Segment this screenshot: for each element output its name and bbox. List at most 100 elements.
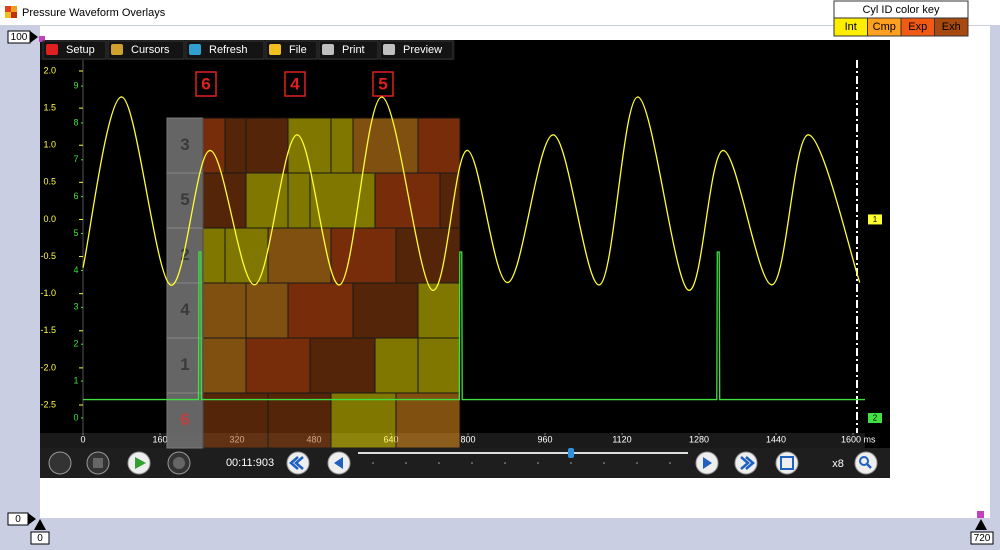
- color-key-label: Int: [845, 21, 857, 33]
- y-tick-label: 0.0: [43, 214, 56, 224]
- slider-thumb[interactable]: [568, 448, 574, 458]
- x-tick-label: 960: [537, 434, 552, 444]
- marker-arrow: [975, 519, 987, 530]
- record-button[interactable]: [48, 451, 72, 475]
- x-tick-label: 160: [152, 434, 167, 444]
- waveform: [83, 251, 866, 401]
- toolbar-label[interactable]: Print: [342, 44, 365, 56]
- toolbar-label[interactable]: Refresh: [209, 44, 248, 56]
- y-tick-label: -0.5: [40, 251, 56, 261]
- overlay-cell: [309, 337, 376, 394]
- toolbar-icon: [189, 44, 201, 55]
- toolbar-icon: [269, 44, 281, 55]
- rewind-button[interactable]: [286, 451, 310, 475]
- play-icon: [135, 457, 146, 469]
- x-tick-label: 1600 ms: [841, 434, 876, 444]
- channel-marker-label: 1: [873, 215, 878, 224]
- overlay-cell: [224, 117, 247, 174]
- slider-dot: [372, 462, 374, 464]
- y-tick-label: 1.5: [43, 102, 56, 112]
- slider-dot: [603, 462, 605, 464]
- overlay-cell: [330, 392, 397, 449]
- y2-tick-label: 8: [73, 117, 78, 127]
- toolbar-icon: [111, 44, 123, 55]
- marker-bottom-right: 720: [974, 533, 991, 544]
- x-tick-label: 0: [80, 434, 85, 444]
- overlay-cell: [417, 282, 461, 339]
- fit-button[interactable]: [775, 451, 799, 475]
- toolbar-button[interactable]: [107, 40, 185, 60]
- toolbar-label[interactable]: File: [289, 44, 307, 56]
- y2-tick-label: 7: [73, 154, 78, 164]
- marker-arrow: [30, 31, 38, 43]
- forward-icon: [740, 456, 755, 470]
- toolbar-button[interactable]: [379, 40, 454, 60]
- slider-dot: [471, 462, 473, 464]
- overlay-cell: [202, 282, 247, 339]
- toolbar-button[interactable]: [185, 40, 265, 60]
- cylinder-label: 5: [180, 190, 189, 209]
- marker-handle: [977, 511, 984, 518]
- y-tick-label: 0.5: [43, 177, 56, 187]
- zoom-button[interactable]: [854, 451, 878, 475]
- y-tick-label: 2.0: [43, 65, 56, 75]
- overlay-cell: [395, 392, 461, 449]
- toolbar-label[interactable]: Setup: [66, 44, 95, 56]
- toolbar-label[interactable]: Cursors: [131, 44, 170, 56]
- fit-icon: [780, 456, 794, 470]
- slider-dot: [570, 462, 572, 464]
- forward-button[interactable]: [734, 451, 758, 475]
- slider-dot: [669, 462, 671, 464]
- y-tick-label: -1.5: [40, 325, 56, 335]
- marker-top-left: 100: [11, 32, 28, 43]
- overlay-cell: [417, 117, 461, 174]
- overlay-cell: [202, 392, 269, 449]
- y2-tick-label: 3: [73, 302, 78, 312]
- y2-tick-label: 9: [73, 80, 78, 90]
- x-tick-label: 1280: [689, 434, 709, 444]
- y-tick-label: -1.0: [40, 288, 56, 298]
- overlay-cell: [245, 117, 289, 174]
- y-tick-label: -2.0: [40, 362, 56, 372]
- x-tick-label: 1440: [766, 434, 786, 444]
- toolbar-button[interactable]: [42, 40, 107, 60]
- overlay-cell: [374, 337, 419, 394]
- rewind-icon: [289, 456, 304, 470]
- top-label: 5: [378, 74, 387, 93]
- toolbar-icon: [46, 44, 58, 55]
- x-tick-label: 800: [460, 434, 475, 444]
- toolbar-label[interactable]: Preview: [403, 44, 442, 56]
- cylinder-label: 6: [180, 410, 189, 429]
- stop-icon: [93, 458, 103, 468]
- top-label: 6: [201, 74, 210, 93]
- overlay-cell: [202, 117, 226, 174]
- cylinder-label-cell: [166, 227, 204, 284]
- top-label-box: [195, 71, 217, 97]
- step-forward-icon: [703, 457, 712, 469]
- overlay-cell: [417, 337, 461, 394]
- channel-marker-label: 2: [873, 414, 878, 423]
- y2-tick-label: 1: [73, 375, 78, 385]
- overlay-cell: [352, 117, 419, 174]
- slider-dot: [537, 462, 539, 464]
- overlay-cell: [374, 172, 441, 229]
- color-key-title: Cyl ID color key: [862, 4, 940, 16]
- color-key-label: Exh: [942, 21, 961, 33]
- cylinder-label-cell: [166, 337, 204, 394]
- cylinder-label: 2: [180, 245, 189, 264]
- cylinder-label: 4: [180, 300, 190, 319]
- y-tick-label: -2.5: [40, 399, 56, 409]
- y-tick-label: 1.0: [43, 140, 56, 150]
- overlay-cell: [202, 227, 226, 284]
- marker-bottom-origin: 0: [37, 533, 43, 544]
- overlay-cell: [330, 227, 397, 284]
- top-label-box: [284, 71, 306, 97]
- overlay-cell: [202, 172, 247, 229]
- cylinder-label: 1: [180, 355, 189, 374]
- marker-bottom-right-box: [970, 531, 994, 545]
- marker-handle: [39, 36, 45, 42]
- zoom-label: x8: [832, 458, 844, 470]
- toolbar-icon: [322, 44, 334, 55]
- top-label: 4: [290, 74, 300, 93]
